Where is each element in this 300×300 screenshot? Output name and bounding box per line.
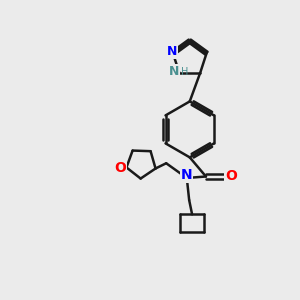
Text: N: N [181,168,193,182]
Text: N: N [167,45,178,58]
Text: N: N [169,65,179,78]
Text: H: H [181,67,188,76]
Text: O: O [114,161,126,175]
Text: O: O [225,169,237,184]
